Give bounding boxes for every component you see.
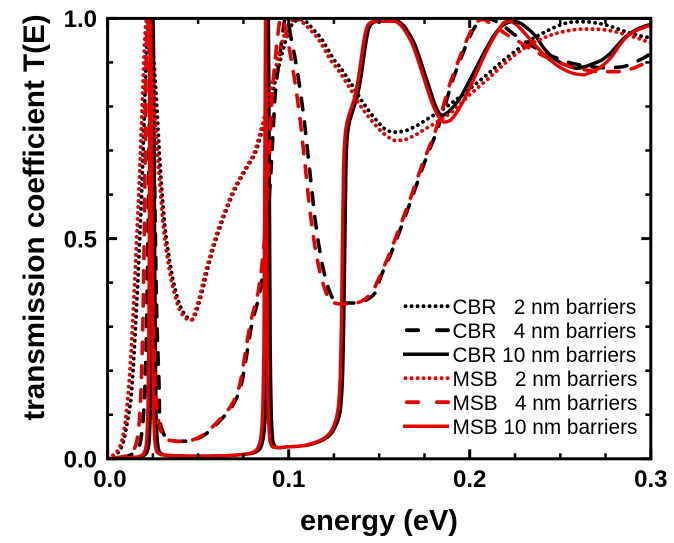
svg-text:MSB 2 nm barriers: MSB 2 nm barriers — [453, 368, 638, 391]
svg-text:0.1: 0.1 — [272, 466, 305, 493]
svg-text:CBR 4 nm barriers: CBR 4 nm barriers — [453, 320, 637, 343]
svg-text:MSB 4 nm barriers: MSB 4 nm barriers — [453, 392, 638, 415]
svg-text:0.2: 0.2 — [453, 466, 486, 493]
svg-text:CBR 10 nm barriers: CBR 10 nm barriers — [453, 344, 637, 367]
svg-text:CBR 2 nm barriers: CBR 2 nm barriers — [453, 296, 637, 319]
svg-text:transmission coefficient T(E): transmission coefficient T(E) — [18, 14, 51, 420]
svg-text:1.0: 1.0 — [64, 6, 97, 33]
svg-text:0.5: 0.5 — [64, 226, 97, 253]
svg-text:0.3: 0.3 — [634, 466, 667, 493]
svg-text:energy (eV): energy (eV) — [300, 505, 458, 537]
svg-text:0.0: 0.0 — [64, 447, 97, 474]
svg-text:MSB 10 nm barriers: MSB 10 nm barriers — [453, 416, 638, 439]
svg-text:0.0: 0.0 — [93, 466, 126, 493]
